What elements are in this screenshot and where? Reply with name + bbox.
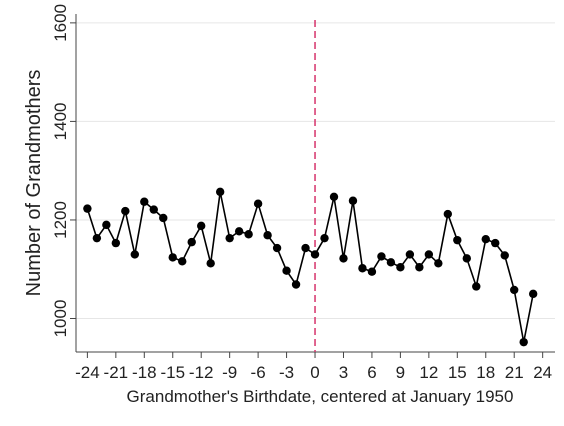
x-tick-label: 3	[339, 363, 348, 382]
data-point	[434, 259, 443, 268]
x-tick-label: 9	[396, 363, 405, 382]
data-point	[263, 231, 272, 240]
data-point	[386, 258, 396, 267]
data-point	[462, 254, 471, 263]
data-point	[348, 196, 358, 205]
data-point	[320, 233, 329, 243]
data-point	[168, 253, 177, 262]
data-point	[225, 233, 234, 243]
x-tick-label: -9	[222, 363, 237, 382]
data-point	[377, 252, 386, 261]
data-point	[140, 197, 149, 206]
data-point	[244, 230, 253, 239]
data-point	[358, 264, 367, 273]
x-tick-label: 12	[419, 363, 438, 382]
data-point	[178, 257, 187, 266]
data-point	[415, 263, 424, 272]
data-point	[149, 205, 158, 214]
data-point	[130, 250, 140, 259]
x-tick-label: -6	[251, 363, 266, 382]
data-point	[481, 234, 490, 244]
data-point	[111, 238, 121, 248]
data-point	[92, 233, 102, 243]
data-point	[253, 199, 263, 208]
data-point	[310, 250, 320, 259]
data-point	[405, 250, 415, 259]
y-tick-label: 1600	[51, 4, 70, 42]
data-point	[510, 285, 519, 295]
data-point	[272, 243, 282, 253]
data-point	[301, 243, 310, 253]
data-point	[519, 337, 528, 347]
x-tick-label: 24	[533, 363, 552, 382]
data-point	[339, 254, 348, 263]
data-point	[197, 221, 206, 231]
data-point	[443, 209, 453, 219]
data-point	[102, 220, 111, 230]
data-point	[215, 187, 225, 197]
data-point	[206, 259, 215, 268]
data-point	[83, 204, 92, 213]
y-tick-label: 1000	[51, 300, 70, 338]
x-tick-label: 6	[367, 363, 376, 382]
data-point	[424, 250, 434, 259]
data-line	[86, 191, 534, 343]
x-tick-label: 18	[476, 363, 495, 382]
data-point	[329, 192, 339, 201]
x-tick-label: -24	[75, 363, 100, 382]
data-point	[282, 266, 291, 275]
data-point	[500, 251, 509, 260]
x-tick-label: 0	[310, 363, 319, 382]
x-tick-label: -3	[279, 363, 294, 382]
data-point	[187, 237, 196, 247]
y-axis-label: Number of Grandmothers	[23, 70, 45, 297]
y-tick-label: 1200	[51, 201, 70, 239]
x-tick-label: -12	[189, 363, 214, 382]
data-point	[528, 289, 538, 299]
data-point	[367, 267, 377, 276]
data-point	[291, 280, 301, 289]
data-point	[159, 213, 168, 223]
x-tick-label: -21	[104, 363, 129, 382]
data-point	[121, 206, 130, 216]
x-tick-label: -18	[132, 363, 157, 382]
data-point	[396, 263, 405, 272]
data-point	[491, 238, 500, 248]
y-tick-label: 1400	[51, 102, 70, 140]
x-tick-label: 15	[448, 363, 467, 382]
x-tick-label: 21	[505, 363, 524, 382]
data-point	[234, 227, 244, 236]
data-point	[453, 235, 462, 245]
x-axis-label: Grandmother's Birthdate, centered at Jan…	[127, 387, 514, 406]
data-point	[472, 282, 481, 291]
x-tick-label: -15	[160, 363, 185, 382]
